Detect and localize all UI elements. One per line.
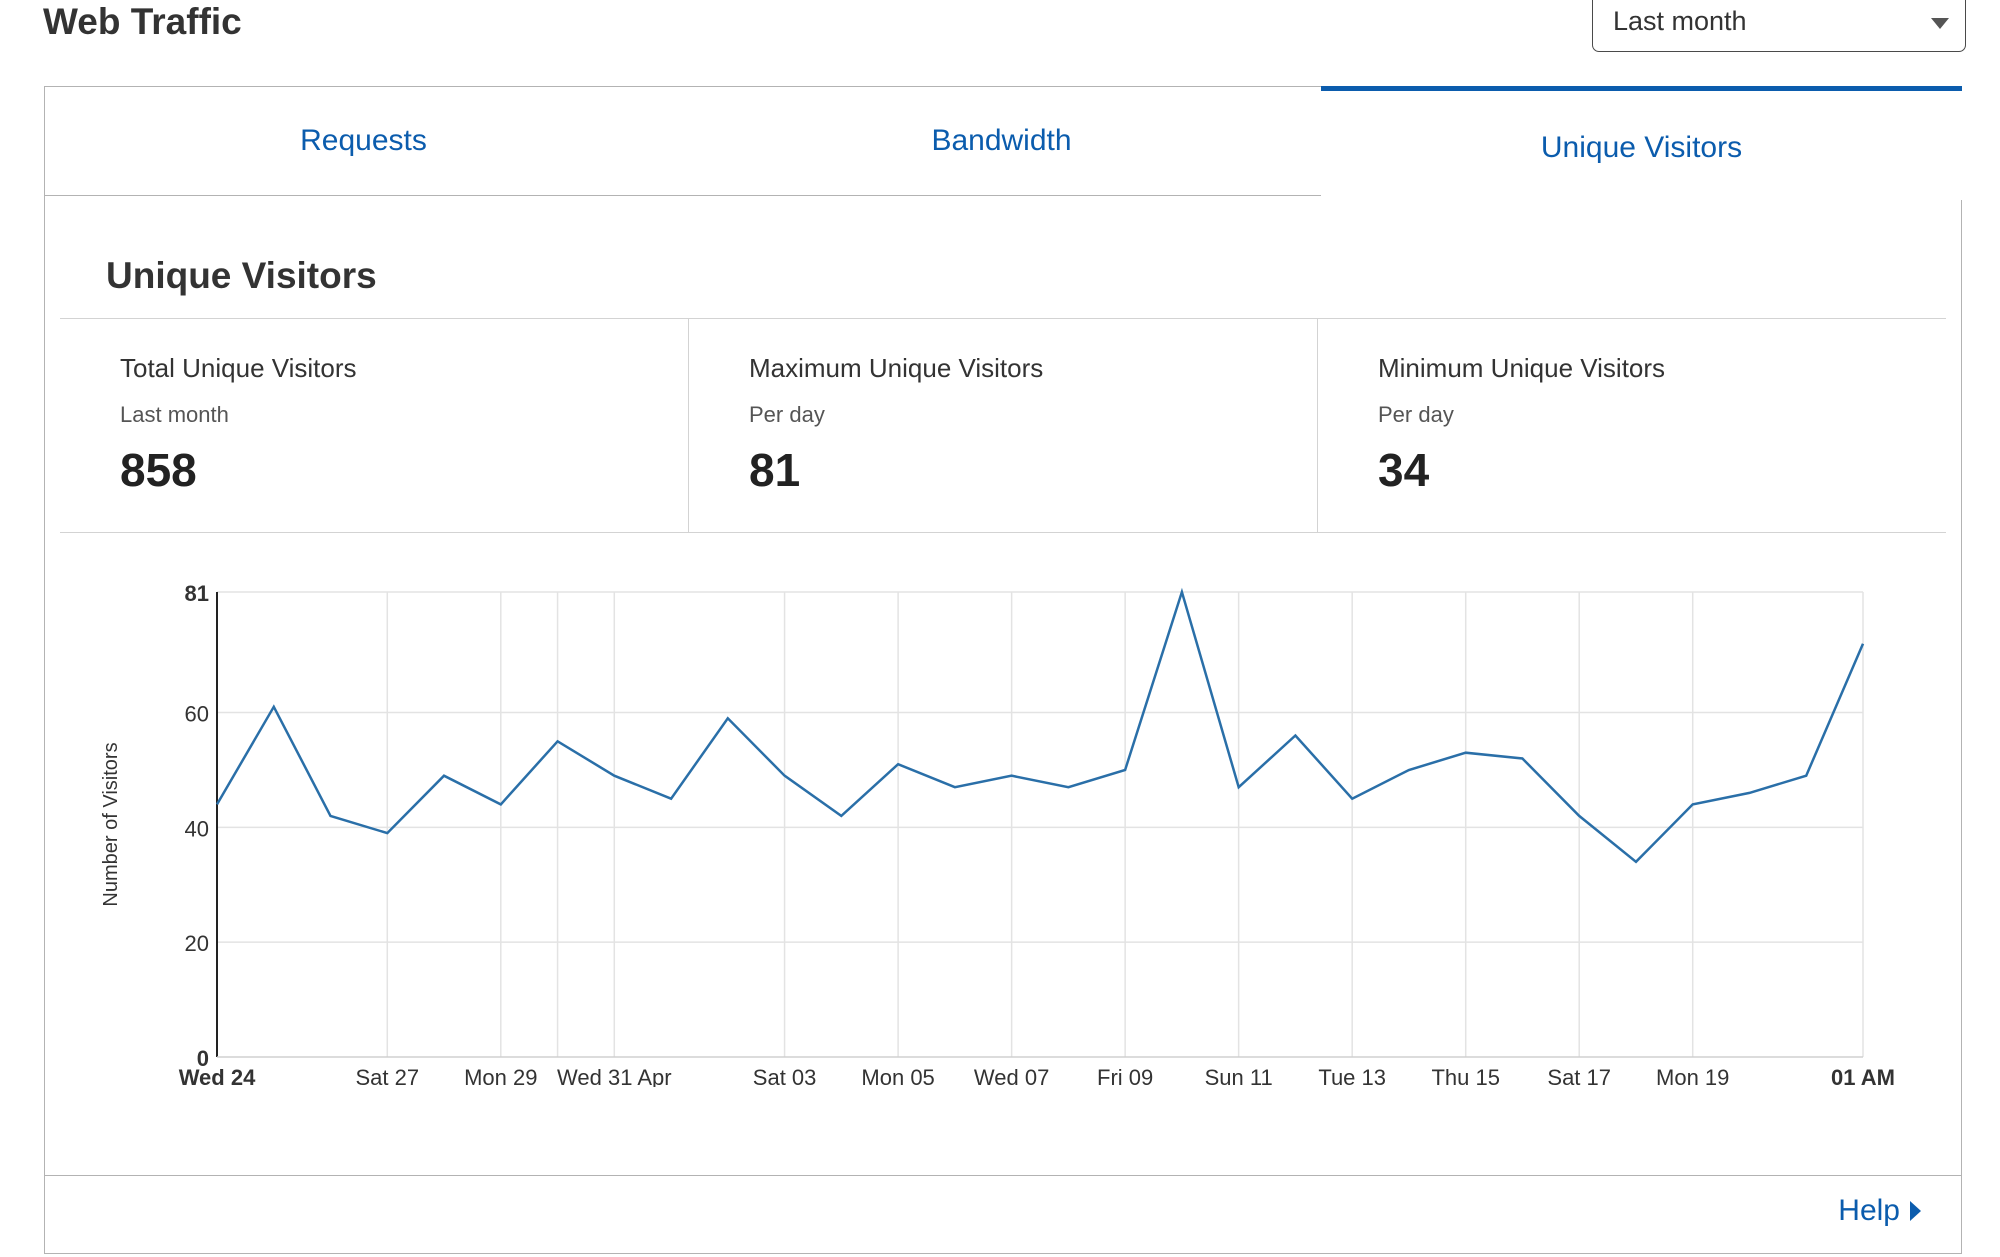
y-tick-label: 20 (185, 931, 209, 956)
section-title: Unique Visitors (106, 255, 377, 296)
x-tick-label: Wed 31 Apr (557, 1065, 672, 1087)
y-tick-label: 60 (185, 702, 209, 727)
y-tick-label: 40 (185, 816, 209, 841)
stat-sublabel: Per day (1378, 402, 1454, 427)
tab-unique-visitors[interactable]: Unique Visitors (1321, 85, 1962, 200)
y-tick-label: 81 (185, 581, 209, 606)
x-tick-label: Mon 19 (1656, 1065, 1729, 1087)
panel-footer: Help (45, 1175, 1961, 1253)
stat-maximum: Maximum Unique Visitors Per day 81 (688, 319, 1317, 532)
time-range-select[interactable]: Last month (1592, 0, 1966, 52)
tab-bandwidth[interactable]: Bandwidth (682, 85, 1322, 196)
x-tick-label: Mon 29 (464, 1065, 537, 1087)
stat-sublabel: Per day (749, 402, 825, 427)
x-tick-label: 01 AM (1831, 1065, 1895, 1087)
x-tick-label: Fri 09 (1097, 1065, 1153, 1087)
x-tick-label: Tue 13 (1318, 1065, 1386, 1087)
y-axis-title: Number of Visitors (100, 742, 122, 906)
x-tick-label: Sat 03 (753, 1065, 817, 1087)
stats-row: Total Unique Visitors Last month 858 Max… (60, 318, 1946, 533)
help-link[interactable]: Help (1838, 1194, 1921, 1228)
help-label: Help (1838, 1194, 1900, 1227)
visitors-series-line (215, 587, 1865, 864)
stat-value: 858 (120, 444, 197, 496)
visitors-line-chart: 0 20 40 60 81 Wed 24 Sat 27 Mon 29 Wed 31 Apr Sat… (100, 581, 1895, 1087)
x-tick-label: Thu 15 (1431, 1065, 1500, 1087)
x-tick-label: Sat 27 (355, 1065, 419, 1087)
tab-requests[interactable]: Requests (43, 85, 684, 196)
stat-total: Total Unique Visitors Last month 858 (60, 319, 688, 532)
stat-label: Minimum Unique Visitors (1378, 353, 1666, 383)
x-tick-label: Sun 11 (1205, 1065, 1273, 1087)
time-range-value: Last month (1613, 6, 1747, 36)
y-tick-label: 0 (197, 1046, 209, 1071)
stat-value: 34 (1378, 444, 1430, 496)
x-tick-label: Mon 05 (861, 1065, 934, 1087)
x-tick-label: Wed 07 (974, 1065, 1049, 1087)
traffic-panel: Requests Bandwidth Unique Visitors Uniqu… (43, 85, 1962, 1254)
stat-label: Total Unique Visitors (120, 353, 357, 383)
stat-minimum: Minimum Unique Visitors Per day 34 (1317, 319, 1946, 532)
chevron-down-icon (1931, 18, 1949, 29)
x-tick-label: Sat 17 (1547, 1065, 1611, 1087)
caret-right-icon (1910, 1201, 1921, 1221)
page-title: Web Traffic (43, 1, 242, 42)
stat-sublabel: Last month (120, 402, 229, 427)
stat-label: Maximum Unique Visitors (749, 353, 1044, 383)
x-tick-label: Wed 24 (179, 1065, 256, 1087)
stat-value: 81 (749, 444, 801, 496)
